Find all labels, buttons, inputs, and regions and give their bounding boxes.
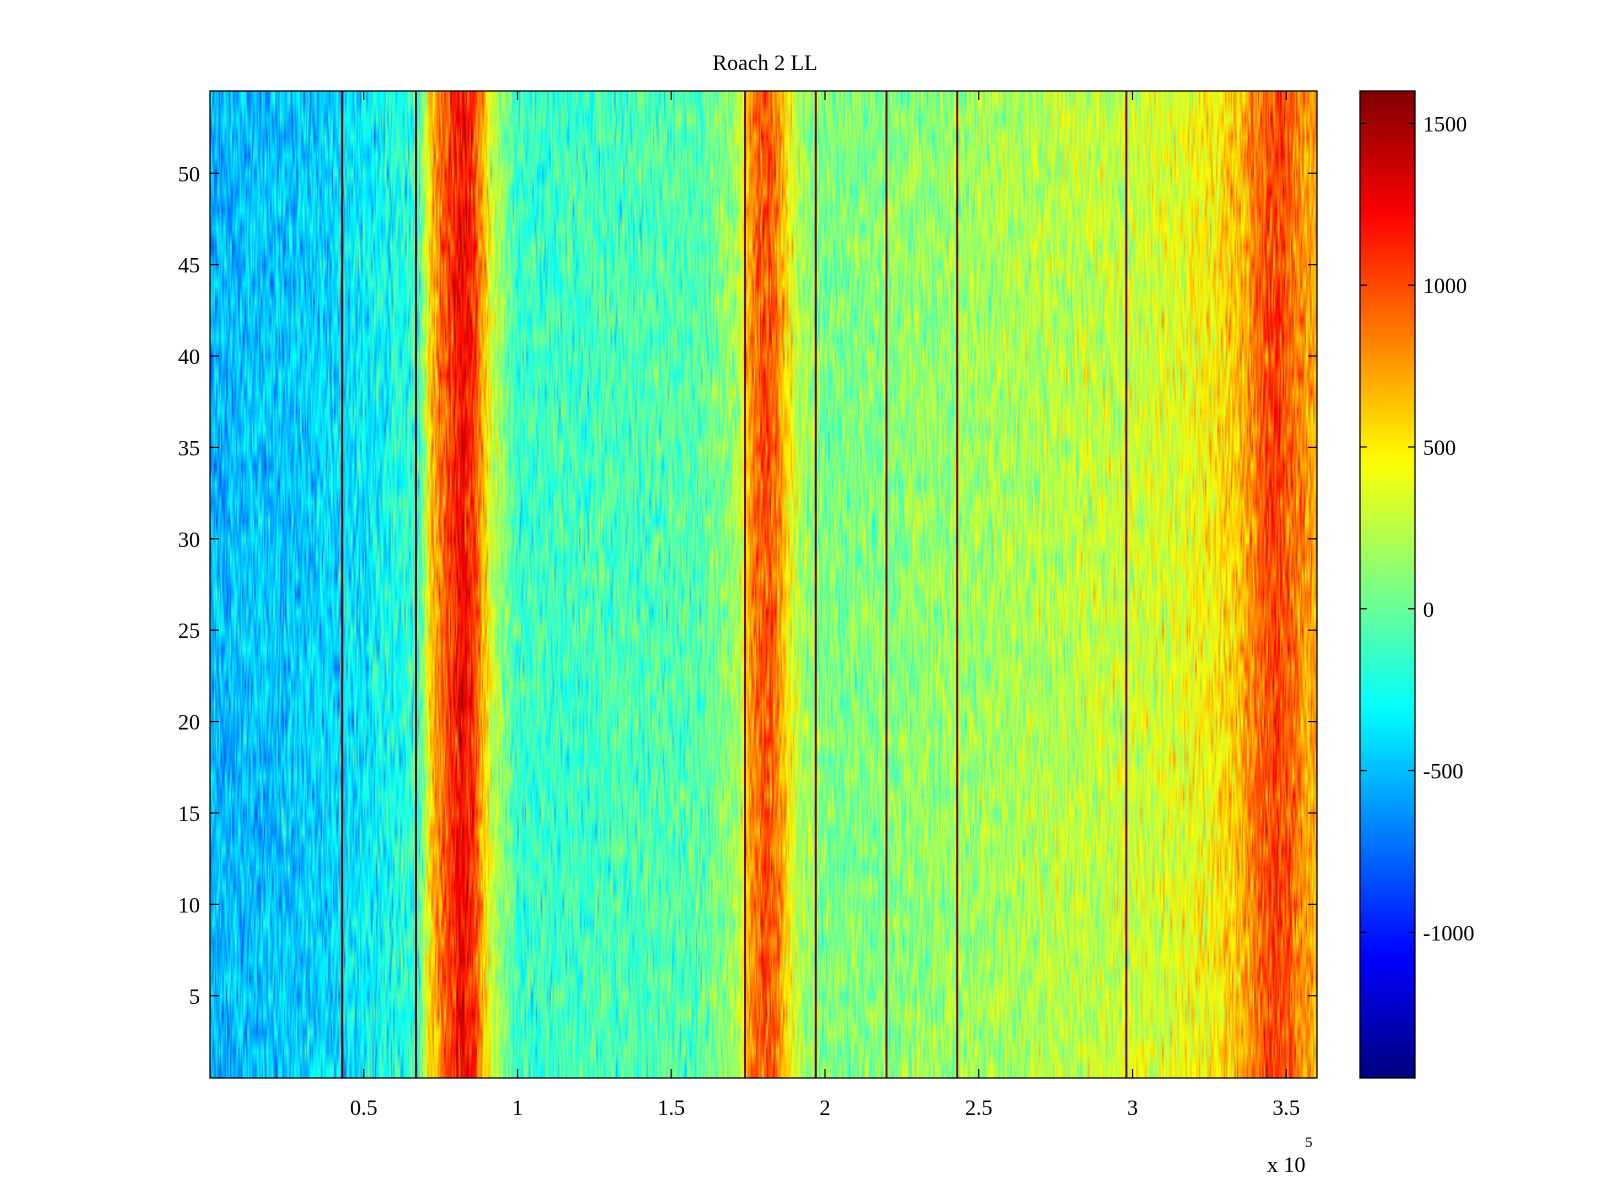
x-exponent-power: 5 xyxy=(1305,1135,1313,1151)
colorbar-frame xyxy=(1359,90,1416,1079)
x-exponent-base: x 10 xyxy=(1267,1152,1306,1177)
plot-frame xyxy=(209,90,1318,1079)
colorbar: 1500 1000 500 0 -500 -1000 xyxy=(1359,90,1474,1079)
x-tick-label: 3 xyxy=(1127,1095,1138,1120)
x-tick-label: 0.5 xyxy=(350,1095,378,1120)
colorbar-tick-label: -1000 xyxy=(1423,920,1474,945)
x-tick-label: 2 xyxy=(820,1095,831,1120)
x-tick-label: 1.5 xyxy=(658,1095,686,1120)
y-tick-label: 25 xyxy=(178,618,200,643)
chart-title: Roach 2 LL xyxy=(712,50,817,75)
x-tick-label: 1 xyxy=(512,1095,523,1120)
colorbar-ticks: 1500 1000 500 0 -500 -1000 xyxy=(1360,111,1474,945)
y-tick-label: 5 xyxy=(189,984,200,1009)
y-tick-label: 10 xyxy=(178,892,200,917)
heatmap-image xyxy=(210,91,1317,1078)
x-tick-label: 3.5 xyxy=(1273,1095,1301,1120)
heatmap-plot-area xyxy=(209,90,1318,1079)
y-axis: 5 10 15 20 25 30 35 40 45 50 xyxy=(178,161,1317,1009)
x-axis-exponent: x 10 5 xyxy=(1267,1135,1313,1177)
colorbar-tick-label: -500 xyxy=(1423,759,1463,784)
colorbar-tick-label: 0 xyxy=(1423,597,1434,622)
y-tick-label: 15 xyxy=(178,801,200,826)
y-tick-label: 50 xyxy=(178,161,200,186)
y-tick-label: 30 xyxy=(178,527,200,552)
colorbar-tick-label: 1000 xyxy=(1423,273,1467,298)
colorbar-tick-label: 500 xyxy=(1423,435,1456,460)
x-tick-label: 2.5 xyxy=(965,1095,993,1120)
x-axis: 0.5 1 1.5 2 2.5 3 3.5 xyxy=(350,91,1300,1120)
y-tick-label: 35 xyxy=(178,435,200,460)
y-tick-label: 40 xyxy=(178,344,200,369)
colorbar-tick-label: 1500 xyxy=(1423,111,1467,136)
y-tick-label: 20 xyxy=(178,710,200,735)
spike-lines xyxy=(341,91,1128,1078)
y-tick-label: 45 xyxy=(178,253,200,278)
colorbar-gradient xyxy=(1360,91,1415,1078)
